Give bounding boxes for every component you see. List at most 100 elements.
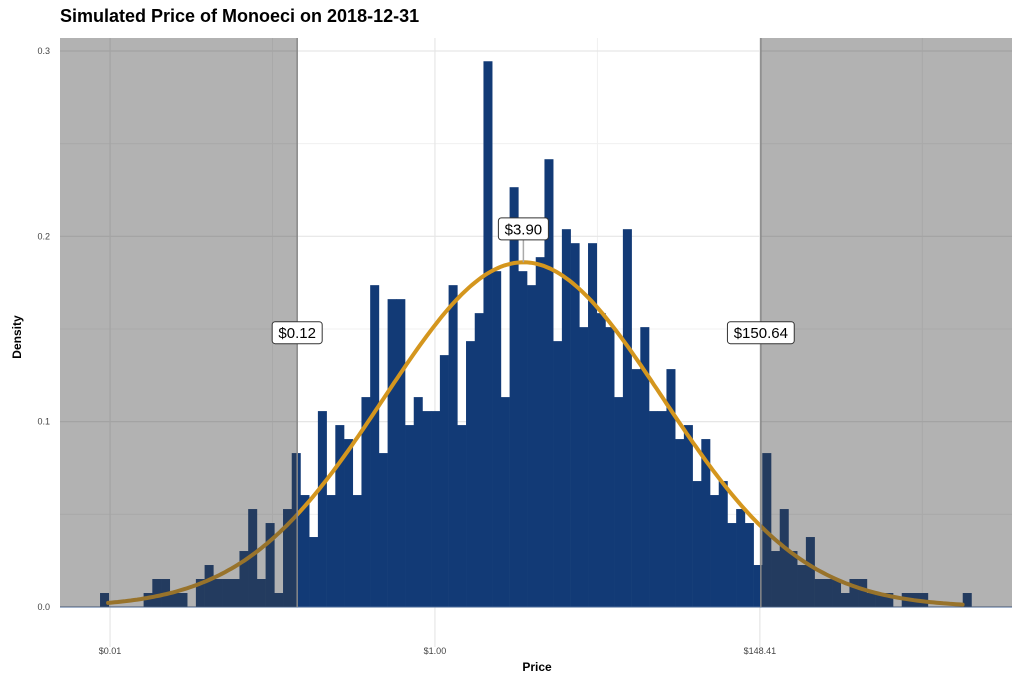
label-box (271, 321, 323, 345)
shaded-region-lower (60, 38, 298, 607)
histogram-bar (326, 495, 336, 607)
histogram-bar (431, 411, 441, 607)
annotation-label: $0.12 (271, 321, 323, 345)
histogram-bar (222, 579, 232, 607)
histogram-bar (448, 285, 458, 607)
histogram-bar (631, 369, 641, 607)
histogram-bar (213, 579, 223, 607)
histogram-bar (788, 551, 798, 607)
histogram-bar (718, 481, 728, 607)
histogram-bar (230, 579, 240, 607)
histogram-bar (405, 425, 415, 607)
histogram-bar (544, 159, 554, 607)
histogram-bar (570, 243, 580, 607)
histogram-bar (553, 341, 563, 607)
histogram-bar (640, 327, 650, 607)
histogram-bar (509, 187, 519, 608)
histogram-bar (875, 593, 885, 607)
histogram-bar (100, 593, 110, 607)
histogram-bar (588, 243, 598, 607)
histogram-bar (387, 299, 397, 607)
histogram-bar (710, 495, 720, 607)
histogram-bar (771, 551, 781, 607)
label-text: $0.12 (278, 325, 316, 342)
histogram-bar (884, 593, 894, 607)
histogram-bar (692, 481, 702, 607)
histogram-bar (779, 509, 789, 607)
histogram-bar (805, 537, 815, 607)
histogram-bar (657, 411, 667, 607)
histogram-bar (561, 229, 571, 607)
shaded-region-upper (760, 38, 1012, 607)
histogram-bar (274, 593, 284, 607)
y-tick-label: 0.2 (37, 231, 50, 241)
histogram-bar (256, 579, 266, 607)
histogram-bar (378, 453, 388, 607)
x-axis-title: Price (522, 660, 552, 674)
histogram-bar (396, 299, 406, 607)
histogram-bar (344, 439, 354, 607)
histogram-bar (195, 579, 205, 607)
histogram-bar (492, 271, 502, 607)
histogram-bar (832, 579, 842, 607)
histogram-bar (518, 271, 528, 607)
histogram-bar (649, 411, 659, 607)
histogram-bar (500, 397, 510, 607)
y-tick-label: 0.0 (37, 602, 50, 612)
x-tick-label: $1.00 (424, 646, 447, 656)
histogram-bar (727, 523, 737, 607)
histogram-bar (474, 313, 484, 607)
histogram-bar (622, 229, 632, 607)
histogram-bar (248, 509, 258, 607)
x-tick-label: $148.41 (744, 646, 777, 656)
label-box (726, 321, 795, 345)
histogram-bar (152, 579, 162, 607)
histogram-bar (753, 565, 763, 607)
chart-title: Simulated Price of Monoeci on 2018-12-31 (60, 6, 420, 26)
histogram-bar (683, 425, 693, 607)
histogram-bar (579, 327, 589, 607)
histogram-bar (352, 495, 362, 607)
histogram-bar (300, 495, 310, 607)
histogram-bar (797, 565, 807, 607)
histogram-bar (823, 579, 833, 607)
x-tick-label: $0.01 (99, 646, 122, 656)
histogram-bar (169, 593, 179, 607)
histogram-bar (858, 579, 868, 607)
histogram-bar (317, 411, 327, 607)
histogram-bar (178, 593, 188, 607)
histogram-bar (370, 285, 380, 607)
histogram-bar (840, 593, 850, 607)
histogram-bar (614, 397, 624, 607)
density-curve (106, 260, 965, 607)
label-text: $150.64 (734, 325, 788, 342)
annotation-label: $3.90 (497, 217, 549, 241)
histogram-bar (413, 397, 423, 607)
histogram-bar (309, 537, 319, 607)
histogram-bar (744, 523, 754, 607)
histogram-bar (283, 509, 293, 607)
y-tick-label: 0.1 (37, 417, 50, 427)
histogram-bar (849, 579, 859, 607)
histogram-bar (361, 397, 371, 607)
histogram-bar (596, 313, 606, 607)
histogram-bar (466, 341, 476, 607)
label-box (497, 217, 549, 241)
histogram-bar (239, 551, 249, 607)
histogram-bar (143, 593, 153, 607)
histogram-bar (204, 565, 214, 607)
histogram-bar (666, 369, 676, 607)
histogram-bar (527, 285, 537, 607)
histogram-bar (291, 453, 301, 607)
histogram-bar (701, 439, 711, 607)
histogram-bar (439, 355, 449, 607)
label-text: $3.90 (505, 221, 543, 238)
histogram-bar (962, 593, 972, 607)
histogram-bar (265, 523, 275, 607)
y-tick-label: 0.3 (37, 46, 50, 56)
histogram-bar (422, 411, 432, 607)
histogram-bar (866, 593, 876, 607)
histogram-bar (605, 327, 615, 607)
histogram-bar (335, 425, 345, 607)
